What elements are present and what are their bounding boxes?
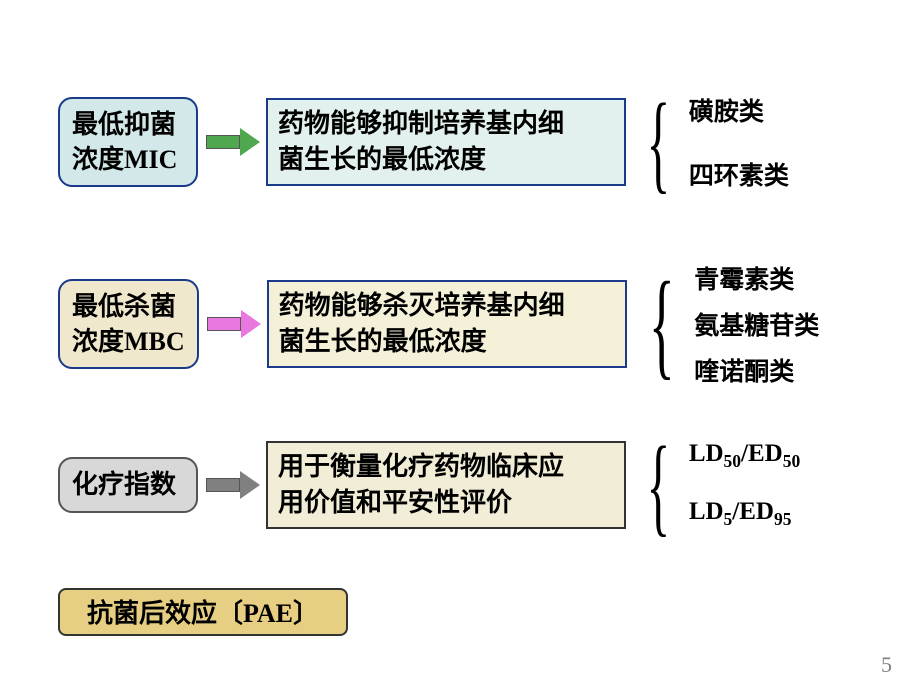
- concept-row: 化疗指数 用于衡量化疗药物临床应 用价值和平安性评价{ LD50/ED50 LD5/E…: [58, 430, 800, 540]
- pae-box: 抗菌后效应〔PAE〕: [58, 588, 348, 636]
- examples-list: LD50/ED50 LD5/ED95: [689, 440, 800, 530]
- definition-box: 用于衡量化疗药物临床应 用价值和平安性评价: [266, 441, 626, 530]
- page-number: 5: [881, 652, 892, 678]
- example-item: 四环素类: [689, 156, 789, 192]
- example-item: 氨基糖苷类: [694, 306, 819, 342]
- arrow-icon: [207, 310, 261, 338]
- brace-group: {磺胺类四环素类: [632, 87, 789, 197]
- example-item: LD50/ED50: [689, 440, 800, 472]
- example-item: LD5/ED95: [689, 498, 800, 530]
- concept-row: 最低抑菌 浓度MIC药物能够抑制培养基内细 菌生长的最低浓度{磺胺类四环素类: [58, 87, 789, 197]
- brace-group: { LD50/ED50 LD5/ED95: [632, 430, 800, 540]
- definition-box: 药物能够抑制培养基内细 菌生长的最低浓度: [266, 98, 626, 187]
- examples-list: 青霉素类氨基糖苷类喹诺酮类: [694, 260, 819, 388]
- brace-icon: {: [647, 87, 671, 197]
- term-box: 最低杀菌 浓度MBC: [58, 279, 199, 369]
- pae-label: 抗菌后效应〔PAE〕: [87, 599, 319, 628]
- brace-icon: {: [647, 430, 671, 540]
- example-item: 磺胺类: [689, 92, 789, 128]
- term-box: 化疗指数: [58, 457, 198, 512]
- example-item: 青霉素类: [694, 260, 819, 296]
- brace-icon: {: [649, 264, 675, 384]
- definition-box: 药物能够杀灭培养基内细 菌生长的最低浓度: [267, 280, 627, 369]
- arrow-icon: [206, 471, 260, 499]
- concept-row: 最低杀菌 浓度MBC药物能够杀灭培养基内细 菌生长的最低浓度{青霉素类氨基糖苷类…: [58, 260, 819, 388]
- brace-group: {青霉素类氨基糖苷类喹诺酮类: [633, 260, 820, 388]
- arrow-icon: [206, 128, 260, 156]
- term-box: 最低抑菌 浓度MIC: [58, 97, 198, 187]
- examples-list: 磺胺类四环素类: [689, 92, 789, 192]
- example-item: 喹诺酮类: [694, 352, 819, 388]
